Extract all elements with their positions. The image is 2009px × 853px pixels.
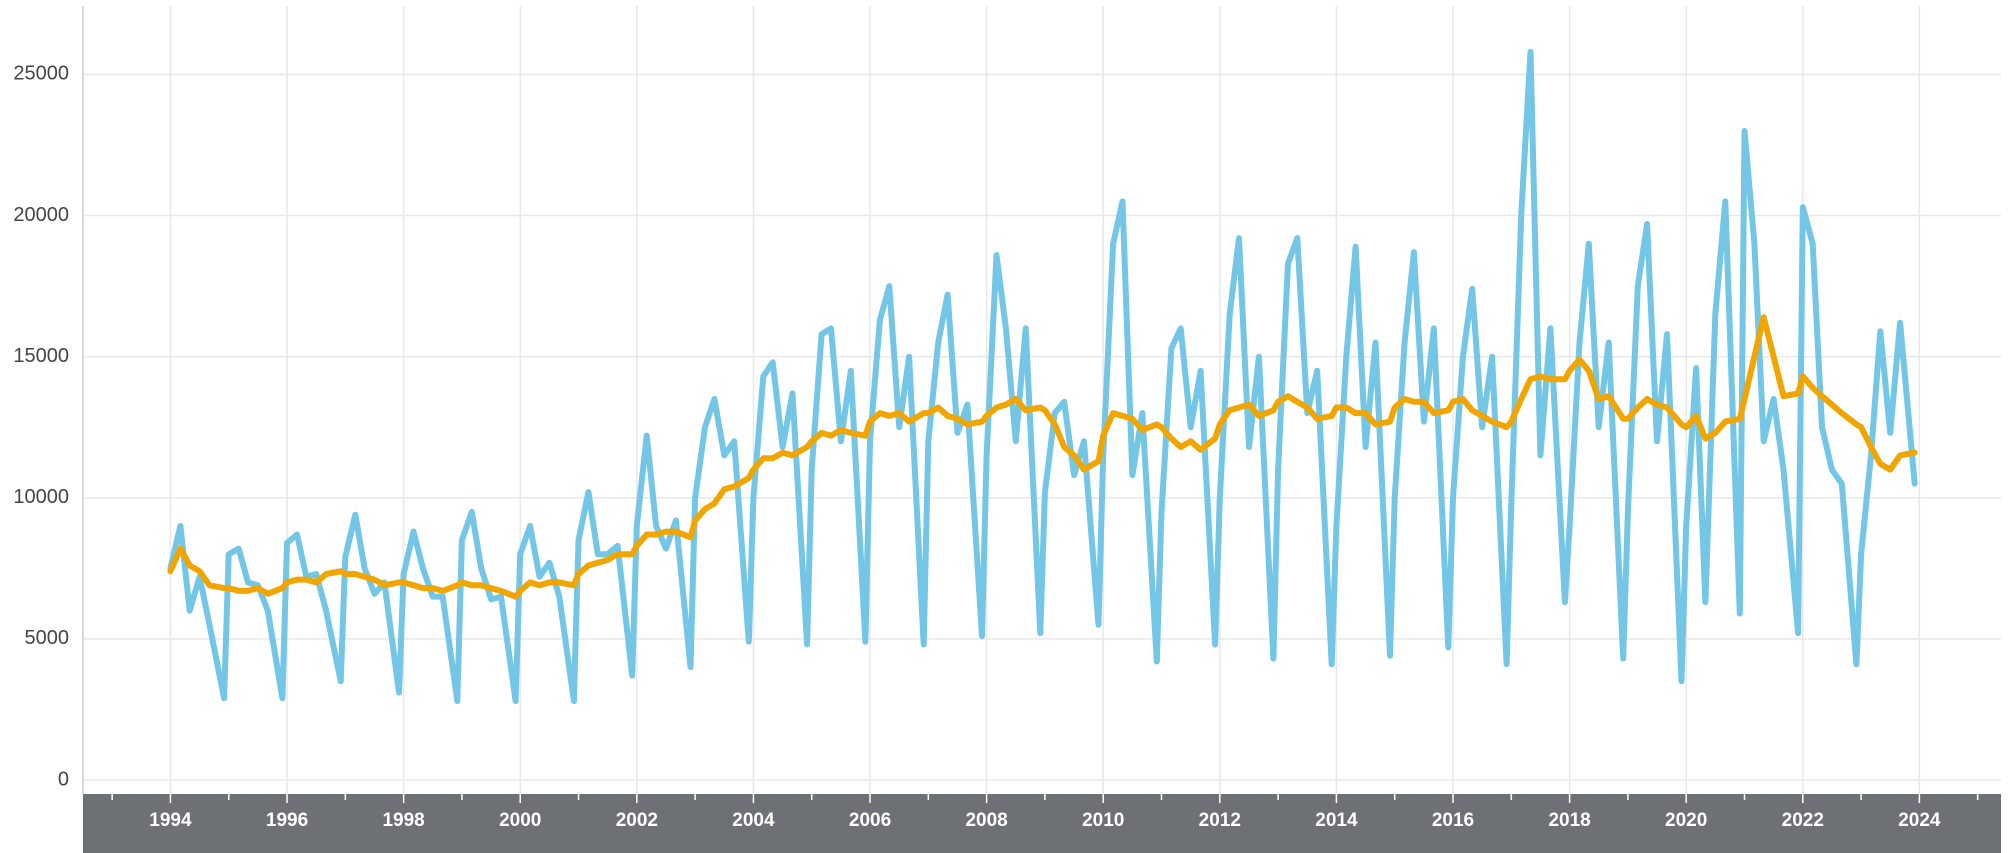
y-tick-label: 25000 — [13, 63, 69, 85]
series-line — [167, 48, 1918, 704]
x-tick-label: 2008 — [965, 810, 1007, 831]
x-tick-label: 2024 — [1898, 810, 1941, 831]
y-tick-label: 0 — [58, 768, 69, 790]
x-tick-label: 2016 — [1432, 810, 1474, 831]
y-tick-label: 10000 — [13, 486, 69, 508]
x-tick-label: 2020 — [1665, 810, 1707, 831]
y-tick-label: 5000 — [25, 627, 70, 649]
x-tick-label: 2014 — [1315, 810, 1358, 831]
x-tick-label: 1994 — [149, 810, 192, 831]
x-tick-label: 1996 — [266, 810, 308, 831]
x-tick-label: 2012 — [1199, 810, 1241, 831]
x-tick-label: 1998 — [382, 810, 424, 831]
x-axis-band — [83, 794, 2001, 853]
x-tick-label: 2022 — [1782, 810, 1824, 831]
x-tick-label: 2018 — [1548, 810, 1590, 831]
x-tick-label: 2004 — [732, 810, 775, 831]
x-tick-label: 2006 — [849, 810, 891, 831]
x-tick-label: 2002 — [616, 810, 658, 831]
y-tick-label: 15000 — [13, 345, 69, 367]
x-tick-label: 2000 — [499, 810, 541, 831]
x-tick-label: 2010 — [1082, 810, 1124, 831]
y-tick-label: 20000 — [13, 204, 69, 226]
series-line — [167, 314, 1918, 600]
